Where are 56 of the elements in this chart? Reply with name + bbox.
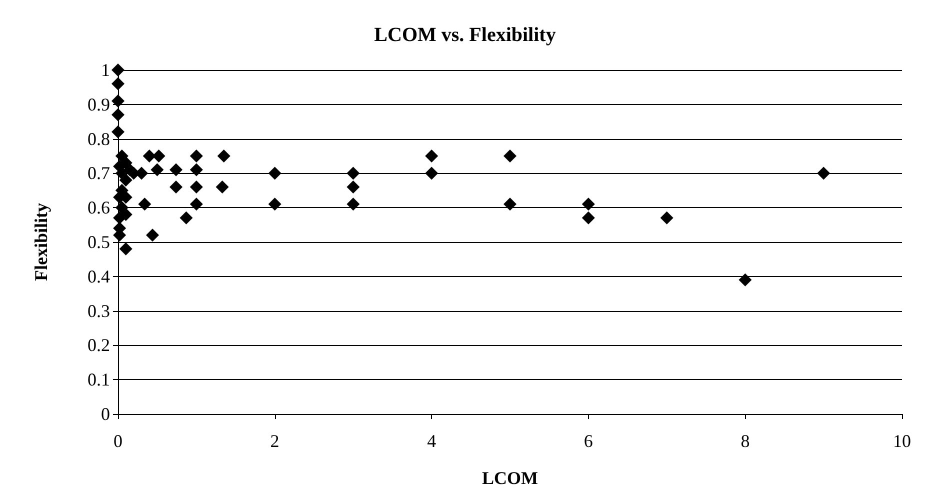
point xyxy=(425,150,438,162)
point xyxy=(817,166,830,180)
x-tick-label: 2 xyxy=(270,431,280,451)
point xyxy=(268,198,282,211)
point xyxy=(119,174,132,187)
point xyxy=(138,198,152,211)
point xyxy=(170,163,183,176)
point xyxy=(738,273,752,286)
point xyxy=(112,108,124,122)
point xyxy=(582,211,595,224)
point xyxy=(190,163,203,176)
point xyxy=(190,198,203,211)
y-tick-label: 1 xyxy=(101,60,110,80)
y-tick-label: 0.3 xyxy=(88,300,110,321)
point xyxy=(119,242,132,256)
y-tick-label: 0.2 xyxy=(88,335,110,356)
point xyxy=(112,125,124,138)
point xyxy=(180,211,193,224)
point xyxy=(112,64,124,76)
y-tick-label: 0.7 xyxy=(88,163,110,184)
y-tick-label: 0.8 xyxy=(88,128,110,149)
point xyxy=(217,150,230,162)
point xyxy=(268,166,282,180)
x-tick-label: 10 xyxy=(893,431,911,451)
point xyxy=(504,150,516,162)
point xyxy=(112,94,124,108)
point xyxy=(146,228,159,242)
point xyxy=(190,180,203,194)
point xyxy=(112,77,124,90)
point xyxy=(504,198,516,211)
x-tick-label: 0 xyxy=(114,431,122,451)
point xyxy=(150,163,164,176)
y-tick-label: 0.6 xyxy=(88,198,110,218)
point xyxy=(190,150,203,162)
y-axis-title: Flexibility xyxy=(31,203,51,281)
point xyxy=(119,208,132,221)
point xyxy=(660,211,674,224)
x-axis-title: LCOM xyxy=(482,468,538,488)
y-tick-label: 0.1 xyxy=(88,370,110,390)
y-tick-label: 0.5 xyxy=(88,232,110,252)
x-tick-label: 4 xyxy=(427,431,436,451)
point xyxy=(346,198,360,211)
point xyxy=(346,180,360,194)
point xyxy=(582,198,595,211)
x-tick-label: 6 xyxy=(584,431,593,451)
y-tick-label: 0.9 xyxy=(88,94,110,114)
point xyxy=(170,180,183,194)
x-tick-label: 8 xyxy=(740,431,750,451)
point xyxy=(142,150,156,162)
point xyxy=(346,166,360,180)
chart-title: LCOM vs. Flexibility xyxy=(374,24,556,46)
y-tick-label: 0 xyxy=(101,404,110,424)
point xyxy=(425,166,438,180)
y-tick-label: 0.4 xyxy=(88,266,110,286)
point xyxy=(216,180,229,194)
point xyxy=(152,150,166,162)
